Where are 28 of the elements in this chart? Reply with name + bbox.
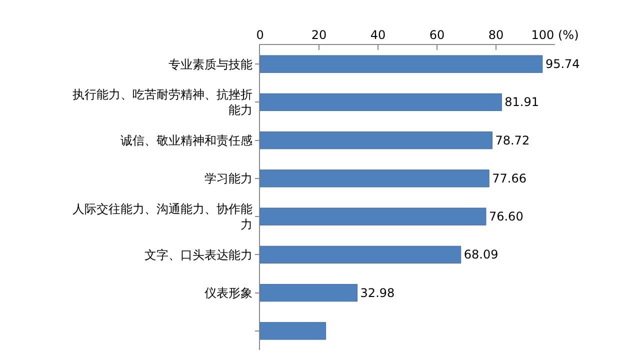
data-label: 95.74 [545, 57, 580, 72]
y-tick-label: 人际交往能力、沟通能力、协作能力 [72, 202, 253, 232]
bar [260, 93, 502, 112]
x-tick-label: 80 [488, 28, 504, 42]
data-label: 81.91 [504, 95, 539, 110]
x-tick-label: 60 [429, 28, 445, 42]
data-label: 68.09 [464, 248, 498, 262]
x-tick-label: 20 [311, 28, 327, 42]
data-label: 76.60 [488, 210, 524, 224]
data-label: 77.66 [492, 171, 526, 186]
bar [260, 208, 486, 226]
bar [260, 322, 326, 340]
y-tick-label: 专业素质与技能 [168, 57, 253, 72]
bar [260, 246, 462, 264]
y-tick-label: 诚信、敬业精神和责任感 [120, 134, 253, 148]
x-tick-label: 40 [370, 28, 386, 42]
y-tick-label: 执行能力、吃苦耐劳精神、抗挫折能力 [72, 88, 253, 118]
y-tick-label: 学习能力 [204, 172, 253, 186]
bar [260, 284, 358, 302]
y-tick-label: 文字、口头表达能力 [144, 248, 253, 262]
bar [260, 131, 492, 150]
bar [260, 55, 543, 73]
data-label: 78.72 [495, 133, 530, 148]
x-tick-label: 100 (%) [531, 28, 579, 42]
y-tick-label: 仪表形象 [204, 286, 253, 300]
bar [260, 170, 490, 188]
data-label: 32.98 [360, 286, 395, 300]
x-tick-label: 0 [256, 28, 264, 42]
